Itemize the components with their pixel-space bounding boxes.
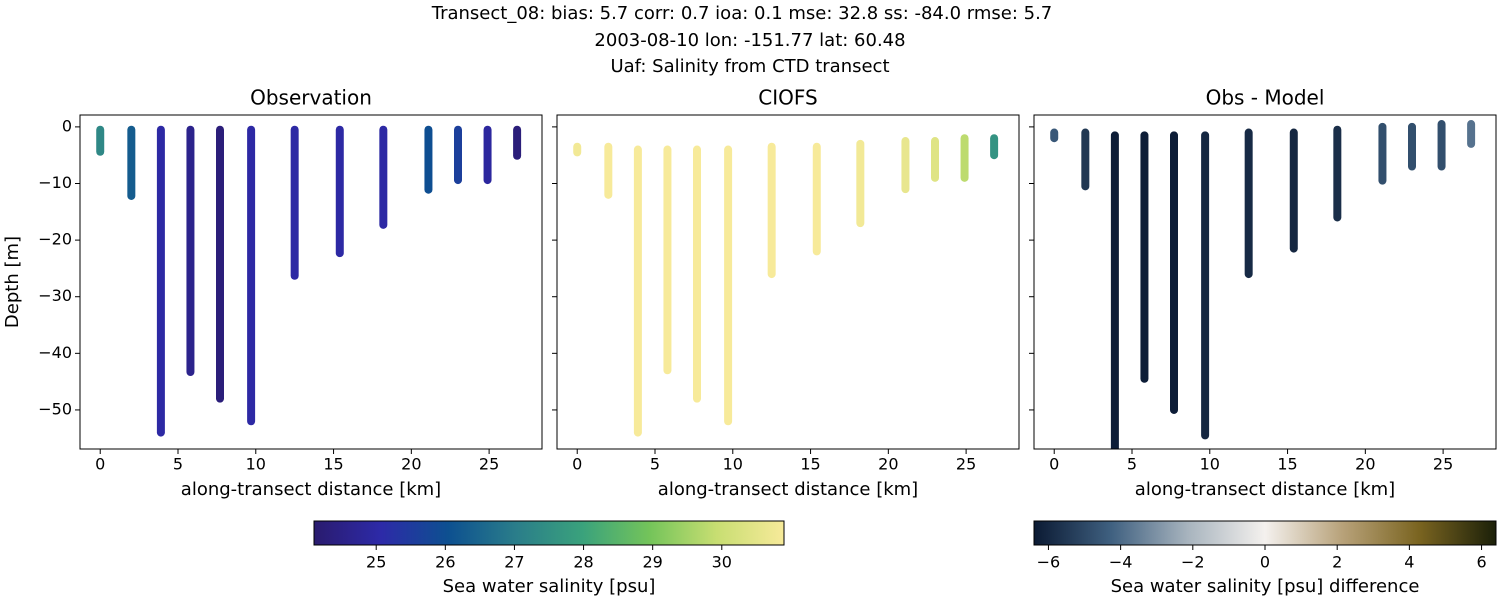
colorbar [1033,520,1497,546]
x-tick-label: 10 [723,455,743,474]
suptitle: Uaf: Salinity from CTD transect [610,56,889,77]
x-tick-label: 25 [1433,455,1453,474]
suptitle: 2003-08-10 lon: -151.77 lat: 60.48 [594,30,905,51]
x-tick-label: 25 [956,455,976,474]
plot-frame [556,114,1020,450]
colorbar-tick-label: 28 [573,553,593,572]
colorbar-tick-label: 30 [712,553,732,572]
colorbar-tick-label: 29 [642,553,662,572]
colorbar-label: Sea water salinity [psu] difference [1111,576,1420,597]
suptitle: Transect_08: bias: 5.7 corr: 0.7 ioa: 0.… [431,3,1053,24]
y-axis-label: Depth [m] [2,236,23,328]
colorbar-tick-label: −4 [1109,553,1133,572]
y-tick-label: −30 [38,286,72,305]
plot-frame [1033,114,1497,450]
data-points [96,125,522,437]
x-tick-label: 25 [479,455,499,474]
plot-frame [79,114,543,450]
colorbar-tick-label: −6 [1037,553,1061,572]
x-tick-label: 10 [1200,455,1220,474]
x-tick-label: 0 [572,455,582,474]
x-axis-label: along-transect distance [km] [658,479,918,500]
panel-title: Observation [250,86,372,110]
colorbar-tick-label: 27 [504,553,524,572]
colorbar [313,520,785,546]
x-tick-label: 20 [401,455,421,474]
x-axis-label: along-transect distance [km] [181,479,441,500]
y-tick-label: 0 [62,116,72,135]
y-tick-label: −10 [38,173,72,192]
x-tick-label: 5 [650,455,660,474]
panel-title: CIOFS [758,86,817,110]
y-tick-label: −20 [38,230,72,249]
panel-title: Obs - Model [1206,86,1325,110]
colorbar-tick-label: 6 [1476,553,1486,572]
colorbar-tick-label: 25 [366,553,386,572]
y-tick-label: −40 [38,343,72,362]
x-tick-label: 0 [1049,455,1059,474]
x-tick-label: 15 [323,455,343,474]
x-tick-label: 0 [95,455,105,474]
data-points [1050,120,1476,449]
colorbar-label: Sea water salinity [psu] [443,576,656,597]
colorbar-tick-label: 4 [1404,553,1414,572]
x-tick-label: 5 [1127,455,1137,474]
x-tick-label: 20 [878,455,898,474]
y-tick-label: −50 [38,399,72,418]
x-tick-label: 10 [246,455,266,474]
x-tick-label: 15 [1277,455,1297,474]
x-tick-label: 20 [1355,455,1375,474]
colorbar-tick-label: 2 [1332,553,1342,572]
colorbar-tick-label: 26 [435,553,455,572]
x-axis-label: along-transect distance [km] [1135,479,1395,500]
x-tick-label: 5 [173,455,183,474]
colorbar-tick-label: 0 [1260,553,1270,572]
colorbar-tick-label: −2 [1181,553,1205,572]
data-points [573,134,999,437]
x-tick-label: 15 [800,455,820,474]
